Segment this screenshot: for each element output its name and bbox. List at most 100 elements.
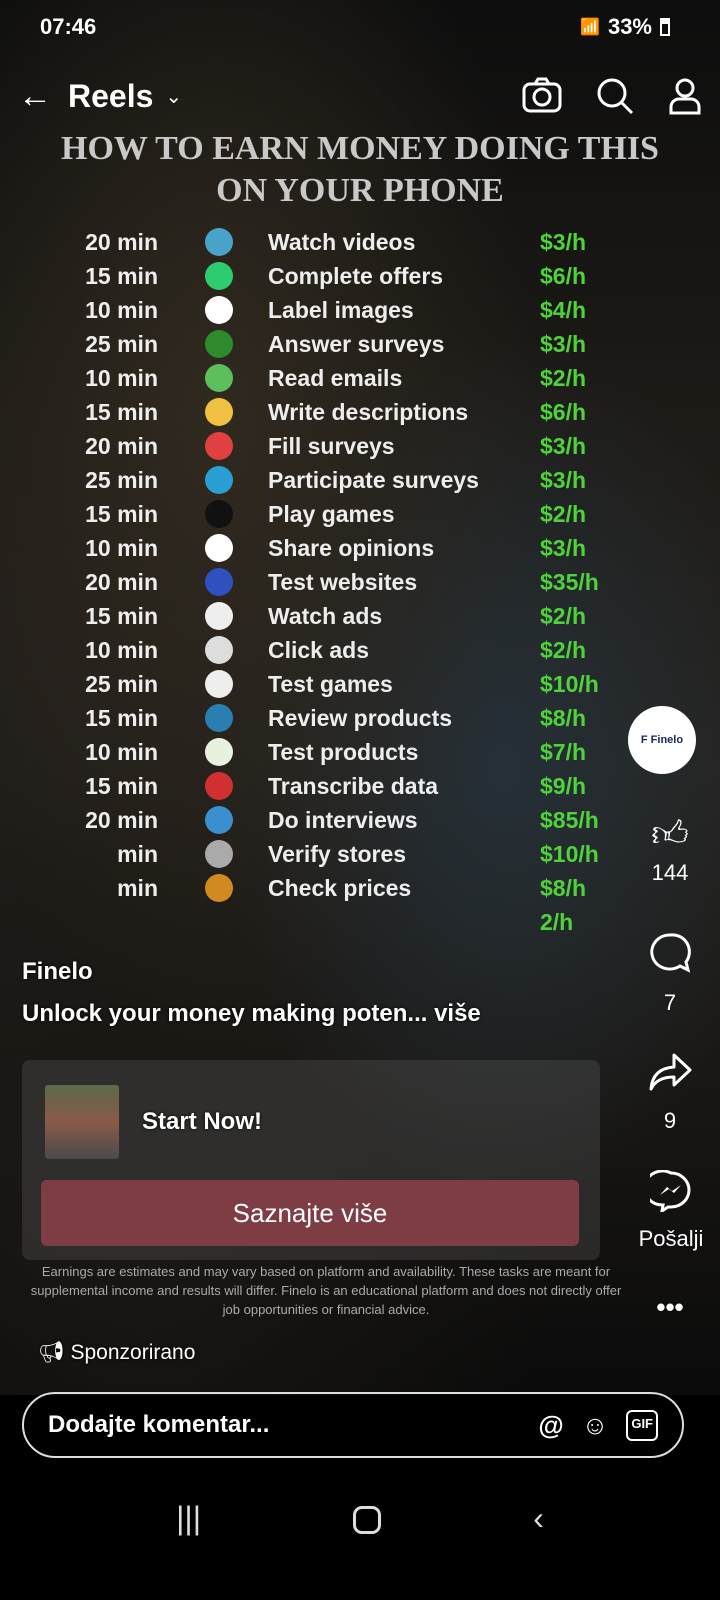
task-rate: $6/h bbox=[540, 399, 587, 425]
task-row: 25 min Test games $10/h bbox=[0, 668, 625, 700]
back-arrow-icon[interactable]: ← bbox=[18, 76, 52, 115]
gif-icon[interactable]: GIF bbox=[626, 1409, 658, 1441]
task-rate: $3/h bbox=[540, 467, 587, 493]
post-caption[interactable]: Unlock your money making poten... više bbox=[22, 1000, 481, 1027]
task-rate: $10/h bbox=[540, 841, 599, 867]
task-name: Review products bbox=[268, 705, 453, 731]
comment-count: 7 bbox=[663, 990, 677, 1015]
ad-thumbnail bbox=[45, 1085, 119, 1159]
task-name: Participate surveys bbox=[268, 467, 479, 493]
app-logo-icon bbox=[205, 534, 233, 562]
task-duration: 15 min bbox=[85, 263, 158, 289]
task-rate: $2/h bbox=[540, 501, 587, 527]
task-rate: $8/h bbox=[540, 705, 587, 731]
megaphone-icon: 📢︎ bbox=[38, 1341, 71, 1364]
share-button[interactable]: 9 bbox=[634, 1052, 706, 1134]
task-name: Watch ads bbox=[268, 603, 383, 629]
app-logo-icon bbox=[205, 874, 233, 902]
app-logo-icon bbox=[205, 704, 233, 732]
task-name: Fill surveys bbox=[268, 433, 395, 459]
task-rate: $3/h bbox=[540, 331, 587, 357]
task-duration: 20 min bbox=[85, 433, 158, 459]
comment-input[interactable]: Dodajte komentar... @ ☺ GIF bbox=[22, 1392, 684, 1458]
task-row: 10 min Test products $7/h bbox=[0, 736, 625, 768]
task-duration: 15 min bbox=[85, 603, 158, 629]
task-rate: $3/h bbox=[540, 229, 587, 255]
app-logo-icon bbox=[205, 602, 233, 630]
task-rate: $35/h bbox=[540, 569, 599, 595]
task-rate: 2/h bbox=[540, 909, 574, 935]
task-duration: 25 min bbox=[85, 671, 158, 697]
task-row: 20 min Do interviews $85/h bbox=[0, 804, 625, 836]
app-logo-icon bbox=[205, 670, 233, 698]
home-icon[interactable] bbox=[353, 1506, 382, 1534]
headline-line: HOW TO EARN MONEY DOING THIS bbox=[61, 130, 659, 167]
mention-icon[interactable]: @ bbox=[538, 1409, 564, 1440]
task-duration: 15 min bbox=[85, 705, 158, 731]
task-name: Transcribe data bbox=[268, 773, 439, 799]
task-rate: $2/h bbox=[540, 365, 587, 391]
task-name: Do interviews bbox=[268, 807, 418, 833]
task-row: 10 min Share opinions $3/h bbox=[0, 532, 625, 564]
task-name: Test games bbox=[268, 671, 393, 697]
comment-icon bbox=[650, 933, 691, 973]
task-name: Read emails bbox=[268, 365, 403, 391]
task-rate: $2/h bbox=[540, 637, 587, 663]
task-duration: 15 min bbox=[85, 399, 158, 425]
system-nav-bar: ||| ‹ bbox=[0, 1500, 720, 1537]
task-row: 15 min Play games $2/h bbox=[0, 498, 625, 530]
task-name: Verify stores bbox=[268, 841, 407, 867]
task-name: Test products bbox=[268, 739, 419, 765]
app-logo-icon bbox=[205, 330, 233, 358]
comment-placeholder: Dodajte komentar... bbox=[48, 1411, 270, 1438]
task-name: Share opinions bbox=[268, 535, 435, 561]
more-options-icon[interactable]: ••• bbox=[656, 1292, 684, 1322]
share-count: 9 bbox=[663, 1108, 677, 1133]
task-rate: $10/h bbox=[540, 671, 599, 697]
app-logo-icon bbox=[205, 398, 233, 426]
task-row: 20 min Test websites $35/h bbox=[0, 566, 625, 598]
back-icon[interactable]: ‹ bbox=[533, 1500, 544, 1536]
task-row: 15 min Complete offers $6/h bbox=[0, 260, 625, 292]
task-rate: $2/h bbox=[540, 603, 587, 629]
like-button[interactable]: 👍︎ 144 bbox=[634, 812, 706, 886]
app-logo-icon bbox=[205, 738, 233, 766]
battery-icon bbox=[660, 18, 670, 36]
reels-title[interactable]: Reels bbox=[68, 77, 154, 114]
sponsored-label: 📢︎ Sponzorirano bbox=[38, 1340, 195, 1366]
app-logo-icon bbox=[205, 636, 233, 664]
emoji-icon[interactable]: ☺ bbox=[581, 1409, 609, 1440]
task-duration: min bbox=[117, 841, 158, 867]
learn-more-button[interactable]: Saznajte više bbox=[41, 1180, 579, 1246]
clock: 07:46 bbox=[40, 14, 97, 39]
author-name[interactable]: Finelo bbox=[22, 958, 93, 985]
send-button[interactable]: Pošalji bbox=[626, 1169, 716, 1252]
app-logo-icon bbox=[205, 228, 233, 256]
like-count: 144 bbox=[651, 860, 689, 885]
task-rate: $85/h bbox=[540, 807, 599, 833]
reel-video[interactable] bbox=[0, 0, 720, 1395]
task-rate: $3/h bbox=[540, 535, 587, 561]
share-icon bbox=[649, 1053, 692, 1091]
task-name: Watch videos bbox=[268, 229, 416, 255]
advertiser-avatar[interactable]: F Finelo bbox=[628, 706, 696, 774]
task-row: 2/h bbox=[0, 906, 625, 938]
chevron-down-icon[interactable]: ⌄ bbox=[165, 85, 183, 108]
recent-apps-icon[interactable]: ||| bbox=[176, 1500, 201, 1536]
app-logo-icon bbox=[205, 500, 233, 528]
profile-icon[interactable] bbox=[668, 77, 702, 115]
task-row: 25 min Answer surveys $3/h bbox=[0, 328, 625, 360]
task-rate: $3/h bbox=[540, 433, 587, 459]
camera-icon[interactable] bbox=[522, 77, 562, 113]
task-rate: $9/h bbox=[540, 773, 587, 799]
search-icon[interactable] bbox=[596, 77, 634, 115]
task-name: Write descriptions bbox=[268, 399, 469, 425]
task-duration: 15 min bbox=[85, 773, 158, 799]
comment-button[interactable]: 7 bbox=[634, 932, 706, 1016]
task-name: Check prices bbox=[268, 875, 412, 901]
task-duration: 20 min bbox=[85, 807, 158, 833]
task-row: min Verify stores $10/h bbox=[0, 838, 625, 870]
app-logo-icon bbox=[205, 466, 233, 494]
task-rate: $8/h bbox=[540, 875, 587, 901]
task-name: Label images bbox=[268, 297, 414, 323]
